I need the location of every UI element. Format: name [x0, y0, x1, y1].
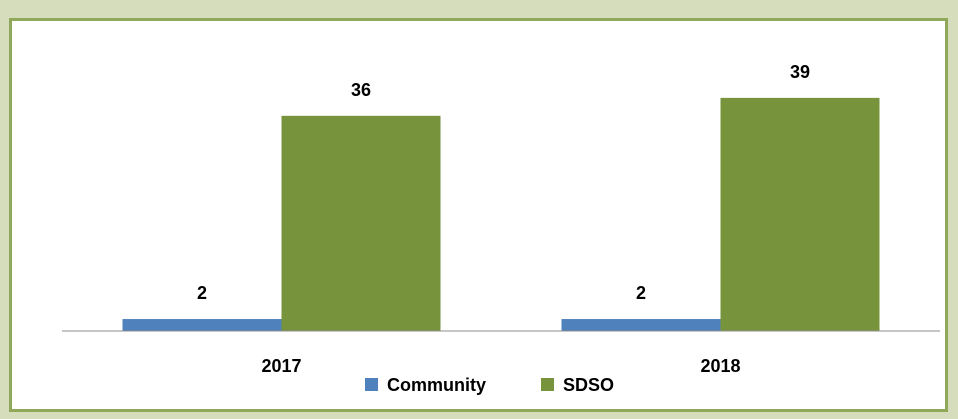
- data-label-sdso-2018: 39: [790, 62, 810, 82]
- x-tick-labels-group: 2017 2018: [261, 356, 740, 376]
- bars-group: [123, 98, 880, 331]
- data-label-sdso-2017: 36: [351, 80, 371, 100]
- bar-sdso-2018: [721, 98, 880, 331]
- data-label-community-2017: 2: [197, 283, 207, 303]
- legend-swatch-sdso: [541, 378, 554, 391]
- legend-label-community: Community: [387, 375, 486, 395]
- legend-swatch-community: [365, 378, 378, 391]
- bar-community-2018: [562, 319, 721, 331]
- legend: Community SDSO: [365, 375, 614, 395]
- bar-community-2017: [123, 319, 282, 331]
- legend-label-sdso: SDSO: [563, 375, 614, 395]
- x-tick-label-2018: 2018: [700, 356, 740, 376]
- x-tick-label-2017: 2017: [261, 356, 301, 376]
- bar-sdso-2017: [282, 116, 441, 331]
- data-label-community-2018: 2: [636, 283, 646, 303]
